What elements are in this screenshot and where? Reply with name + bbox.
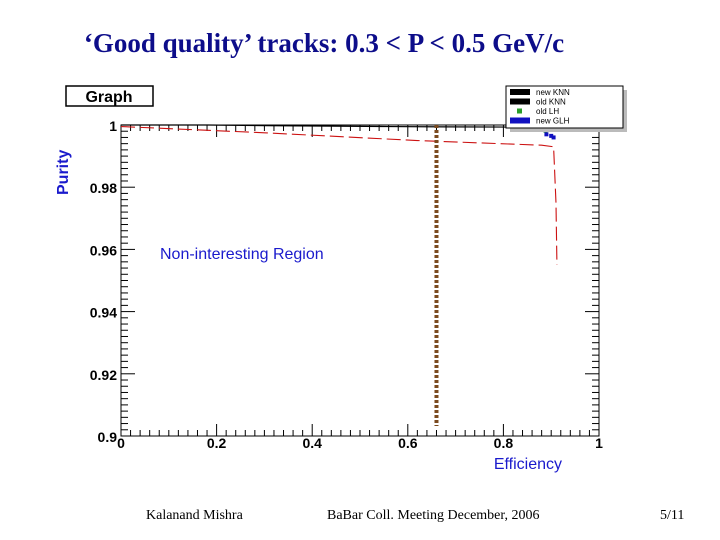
x-axis-label: Efficiency <box>494 456 562 473</box>
x-tick-label: 0.6 <box>398 435 418 451</box>
y-tick-label: 0.9 <box>98 429 118 445</box>
footer-meeting: BaBar Coll. Meeting December, 2006 <box>327 508 540 523</box>
legend-marker <box>510 98 530 105</box>
legend-marker <box>517 108 522 114</box>
series-3-point <box>549 133 554 138</box>
legend-entry-label: old KNN <box>536 98 566 107</box>
y-tick-label: 0.94 <box>90 305 117 321</box>
y-tick-label: 0.98 <box>90 180 117 196</box>
x-tick-label: 1 <box>595 435 603 451</box>
footer-page-number: 5/11 <box>660 508 685 523</box>
y-tick-label: 1 <box>109 118 117 134</box>
legend-entry-label: new GLH <box>536 117 570 126</box>
purity-efficiency-chart: 0 0.2 0.4 0.6 0.8 1 0.9 0.92 0.94 0.96 0.98 1 Graph… <box>55 85 627 473</box>
annotation-non-interesting-region: Non-interesting Region <box>160 246 324 263</box>
legend-marker <box>510 89 530 95</box>
y-tick-label: 0.96 <box>90 242 117 258</box>
x-tick-label: 0.8 <box>494 435 514 451</box>
legend-entry-label: new KNN <box>536 88 570 97</box>
x-tick-label: 0.2 <box>207 435 227 451</box>
graph-title: Graph <box>85 89 132 106</box>
series-3-point <box>551 135 556 140</box>
legend-entry-label: old LH <box>536 107 559 116</box>
slide-title: ‘Good quality’ tracks: 0.3 < P < 0.5 GeV… <box>83 28 565 58</box>
plot-frame <box>120 124 600 437</box>
series-0-line <box>121 124 542 128</box>
graph-title-box <box>65 85 154 107</box>
series-3-point <box>544 132 549 137</box>
series-1-line <box>120 126 558 265</box>
x-tick-label: 0.4 <box>302 435 322 451</box>
y-axis-label: Purity <box>55 150 72 195</box>
footer-author: Kalanand Mishra <box>146 508 243 523</box>
y-tick-label: 0.92 <box>90 367 117 383</box>
legend-marker <box>510 117 530 124</box>
x-tick-label: 0 <box>117 435 125 451</box>
